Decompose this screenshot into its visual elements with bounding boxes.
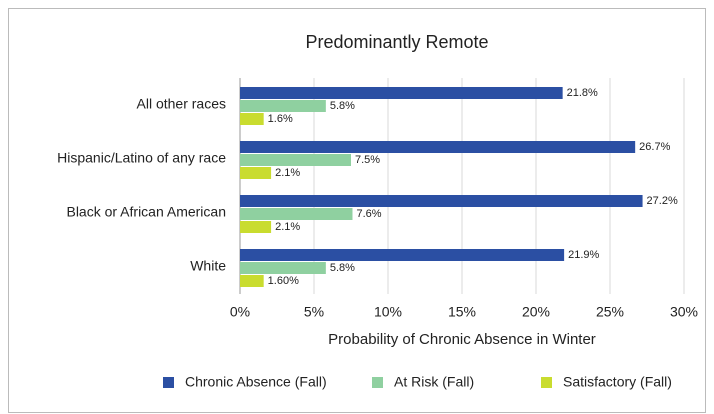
value-label: 21.8%	[567, 87, 598, 99]
value-label: 2.1%	[275, 167, 300, 179]
x-tick-label: 10%	[374, 304, 402, 320]
y-tick-label: White	[190, 258, 226, 274]
value-label: 1.60%	[268, 275, 299, 287]
legend-label: At Risk (Fall)	[394, 374, 474, 390]
x-tick-label: 5%	[304, 304, 324, 320]
x-tick-label: 25%	[596, 304, 624, 320]
bar	[240, 167, 272, 179]
legend-swatch	[163, 377, 174, 388]
value-label: 2.1%	[275, 221, 300, 233]
legend-swatch	[541, 377, 552, 388]
bar	[240, 100, 326, 112]
y-tick-label: All other races	[137, 96, 226, 112]
x-tick-label: 30%	[670, 304, 698, 320]
bar	[240, 221, 272, 233]
x-tick-label: 0%	[230, 304, 250, 320]
legend-label: Satisfactory (Fall)	[563, 374, 672, 390]
bar	[240, 262, 326, 274]
value-label: 7.5%	[355, 154, 380, 166]
chart-title: Predominantly Remote	[305, 32, 488, 52]
bar	[240, 141, 636, 153]
value-label: 1.6%	[268, 113, 293, 125]
value-label: 27.2%	[647, 195, 678, 207]
bar	[240, 195, 643, 207]
bar	[240, 87, 563, 99]
value-label: 5.8%	[330, 100, 355, 112]
y-tick-label: Black or African American	[66, 204, 226, 220]
x-axis-title: Probability of Chronic Absence in Winter	[328, 331, 596, 348]
x-tick-label: 15%	[448, 304, 476, 320]
bar	[240, 208, 353, 220]
bar	[240, 249, 565, 261]
value-label: 7.6%	[356, 208, 381, 220]
value-label: 21.9%	[568, 249, 599, 261]
chart-frame	[8, 8, 706, 413]
legend-label: Chronic Absence (Fall)	[185, 374, 327, 390]
x-tick-label: 20%	[522, 304, 550, 320]
y-tick-label: Hispanic/Latino of any race	[57, 150, 226, 166]
bar	[240, 275, 264, 287]
bar	[240, 113, 264, 125]
value-label: 26.7%	[639, 141, 670, 153]
bar	[240, 154, 351, 166]
value-label: 5.8%	[330, 262, 355, 274]
legend-swatch	[372, 377, 383, 388]
